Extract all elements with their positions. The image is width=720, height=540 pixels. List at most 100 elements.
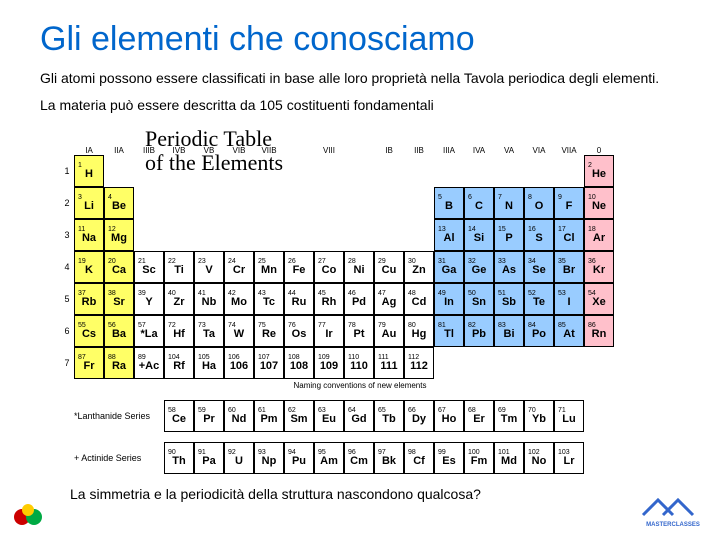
group-header: 0 bbox=[584, 123, 614, 155]
pt-title-line2: of the Elements bbox=[145, 150, 283, 175]
element-cell-ga: 31Ga bbox=[434, 251, 464, 283]
element-cell-li: 3Li bbox=[74, 187, 104, 219]
element-cell-dy: 66Dy bbox=[404, 400, 434, 432]
element-cell-ir: 77Ir bbox=[314, 315, 344, 347]
period-label: 3 bbox=[60, 219, 74, 251]
period-label: 1 bbox=[60, 155, 74, 187]
element-cell-111: 111111 bbox=[374, 347, 404, 379]
group-header bbox=[284, 123, 314, 155]
element-cell-108: 108108 bbox=[284, 347, 314, 379]
period-label: 2 bbox=[60, 187, 74, 219]
series-label: *Lanthanide Series bbox=[74, 400, 164, 432]
element-cell-in: 49In bbox=[434, 283, 464, 315]
element-cell-cs: 55Cs bbox=[74, 315, 104, 347]
element-cell-be: 4Be bbox=[104, 187, 134, 219]
element-cell-pu: 94Pu bbox=[284, 442, 314, 474]
element-cell-at: 85At bbox=[554, 315, 584, 347]
element-cell-107: 107107 bbox=[254, 347, 284, 379]
element-cell-y: 39Y bbox=[134, 283, 164, 315]
group-header: IIB bbox=[404, 123, 434, 155]
slide-title: Gli elementi che conosciamo bbox=[40, 20, 680, 59]
element-cell-mo: 42Mo bbox=[224, 283, 254, 315]
element-cell-ni: 28Ni bbox=[344, 251, 374, 283]
element-cell-bi: 83Bi bbox=[494, 315, 524, 347]
element-cell-hf: 72Hf bbox=[164, 315, 194, 347]
element-cell-bk: 97Bk bbox=[374, 442, 404, 474]
element-cell-109: 109109 bbox=[314, 347, 344, 379]
period-label: 7 bbox=[60, 347, 74, 379]
element-cell-sc: 21Sc bbox=[134, 251, 164, 283]
element-cell-cr: 24Cr bbox=[224, 251, 254, 283]
element-cell-fe: 26Fe bbox=[284, 251, 314, 283]
period-label: 6 bbox=[60, 315, 74, 347]
element-cell-he: 2He bbox=[584, 155, 614, 187]
period-label: 5 bbox=[60, 283, 74, 315]
group-header: IB bbox=[374, 123, 404, 155]
element-cell-rh: 45Rh bbox=[314, 283, 344, 315]
element-cell-zn: 30Zn bbox=[404, 251, 434, 283]
element-cell-al: 13Al bbox=[434, 219, 464, 251]
lanthanide-row: *Lanthanide Series58Ce59Pr60Nd61Pm62Sm63… bbox=[74, 400, 660, 432]
element-cell-se: 34Se bbox=[524, 251, 554, 283]
pt-title-line1: Periodic Table bbox=[145, 126, 272, 151]
group-header bbox=[344, 123, 374, 155]
element-cell-pb: 82Pb bbox=[464, 315, 494, 347]
element-cell-rb: 37Rb bbox=[74, 283, 104, 315]
element-cell-mn: 25Mn bbox=[254, 251, 284, 283]
element-cell-th: 90Th bbox=[164, 442, 194, 474]
element-cell-rf: 104Rf bbox=[164, 347, 194, 379]
logo-right: MASTERCLASSES bbox=[638, 495, 708, 530]
element-cell-np: 93Np bbox=[254, 442, 284, 474]
element-cell-mg: 12Mg bbox=[104, 219, 134, 251]
element-cell-110: 110110 bbox=[344, 347, 374, 379]
element-cell-lr: 103Lr bbox=[554, 442, 584, 474]
logo-left bbox=[12, 502, 52, 532]
element-cell-ha: 105Ha bbox=[194, 347, 224, 379]
element-cell-na: 11Na bbox=[74, 219, 104, 251]
element-cell-106: 106106 bbox=[224, 347, 254, 379]
element-cell-pr: 59Pr bbox=[194, 400, 224, 432]
element-cell-fm: 100Fm bbox=[464, 442, 494, 474]
periodic-table-title: Periodic Table of the Elements bbox=[145, 127, 283, 175]
element-cell-tm: 69Tm bbox=[494, 400, 524, 432]
element-cell-ce: 58Ce bbox=[164, 400, 194, 432]
element-cell-zr: 40Zr bbox=[164, 283, 194, 315]
element-cell-es: 99Es bbox=[434, 442, 464, 474]
element-cell-kr: 36Kr bbox=[584, 251, 614, 283]
element-cell-ne: 10Ne bbox=[584, 187, 614, 219]
element-cell-ba: 56Ba bbox=[104, 315, 134, 347]
element-cell-br: 35Br bbox=[554, 251, 584, 283]
element-cell-am: 95Am bbox=[314, 442, 344, 474]
element-cell-nd: 60Nd bbox=[224, 400, 254, 432]
element-cell-au: 79Au bbox=[374, 315, 404, 347]
group-header: VIII bbox=[314, 123, 344, 155]
element-cell-f: 9F bbox=[554, 187, 584, 219]
group-header: VIA bbox=[524, 123, 554, 155]
element-cell-cm: 96Cm bbox=[344, 442, 374, 474]
element-cell-pt: 78Pt bbox=[344, 315, 374, 347]
element-cell-cu: 29Cu bbox=[374, 251, 404, 283]
group-header: IIA bbox=[104, 123, 134, 155]
element-cell-rn: 86Rn bbox=[584, 315, 614, 347]
element-cell-n: 7N bbox=[494, 187, 524, 219]
element-cell-ca: 20Ca bbox=[104, 251, 134, 283]
element-cell-b: 5B bbox=[434, 187, 464, 219]
element-cell-tb: 65Tb bbox=[374, 400, 404, 432]
element-cell-ra: 88Ra bbox=[104, 347, 134, 379]
group-header: VA bbox=[494, 123, 524, 155]
element-cell-fr: 87Fr bbox=[74, 347, 104, 379]
element-cell-i: 53I bbox=[554, 283, 584, 315]
element-cell-nb: 41Nb bbox=[194, 283, 224, 315]
periodic-table: Periodic Table of the Elements IAIIAIIIB… bbox=[60, 123, 660, 474]
element-cell-sm: 62Sm bbox=[284, 400, 314, 432]
element-cell-co: 27Co bbox=[314, 251, 344, 283]
element-cell-pm: 61Pm bbox=[254, 400, 284, 432]
element-cell-ti: 22Ti bbox=[164, 251, 194, 283]
intro-text-2: La materia può essere descritta da 105 c… bbox=[40, 96, 680, 115]
footer-question: La simmetria e la periodicità della stru… bbox=[40, 486, 680, 502]
element-cell-sn: 50Sn bbox=[464, 283, 494, 315]
element-cell-yb: 70Yb bbox=[524, 400, 554, 432]
logo-right-label: MASTERCLASSES bbox=[638, 522, 708, 528]
naming-caption: Naming conventions of new elements bbox=[60, 381, 660, 390]
element-cell-ar: 18Ar bbox=[584, 219, 614, 251]
